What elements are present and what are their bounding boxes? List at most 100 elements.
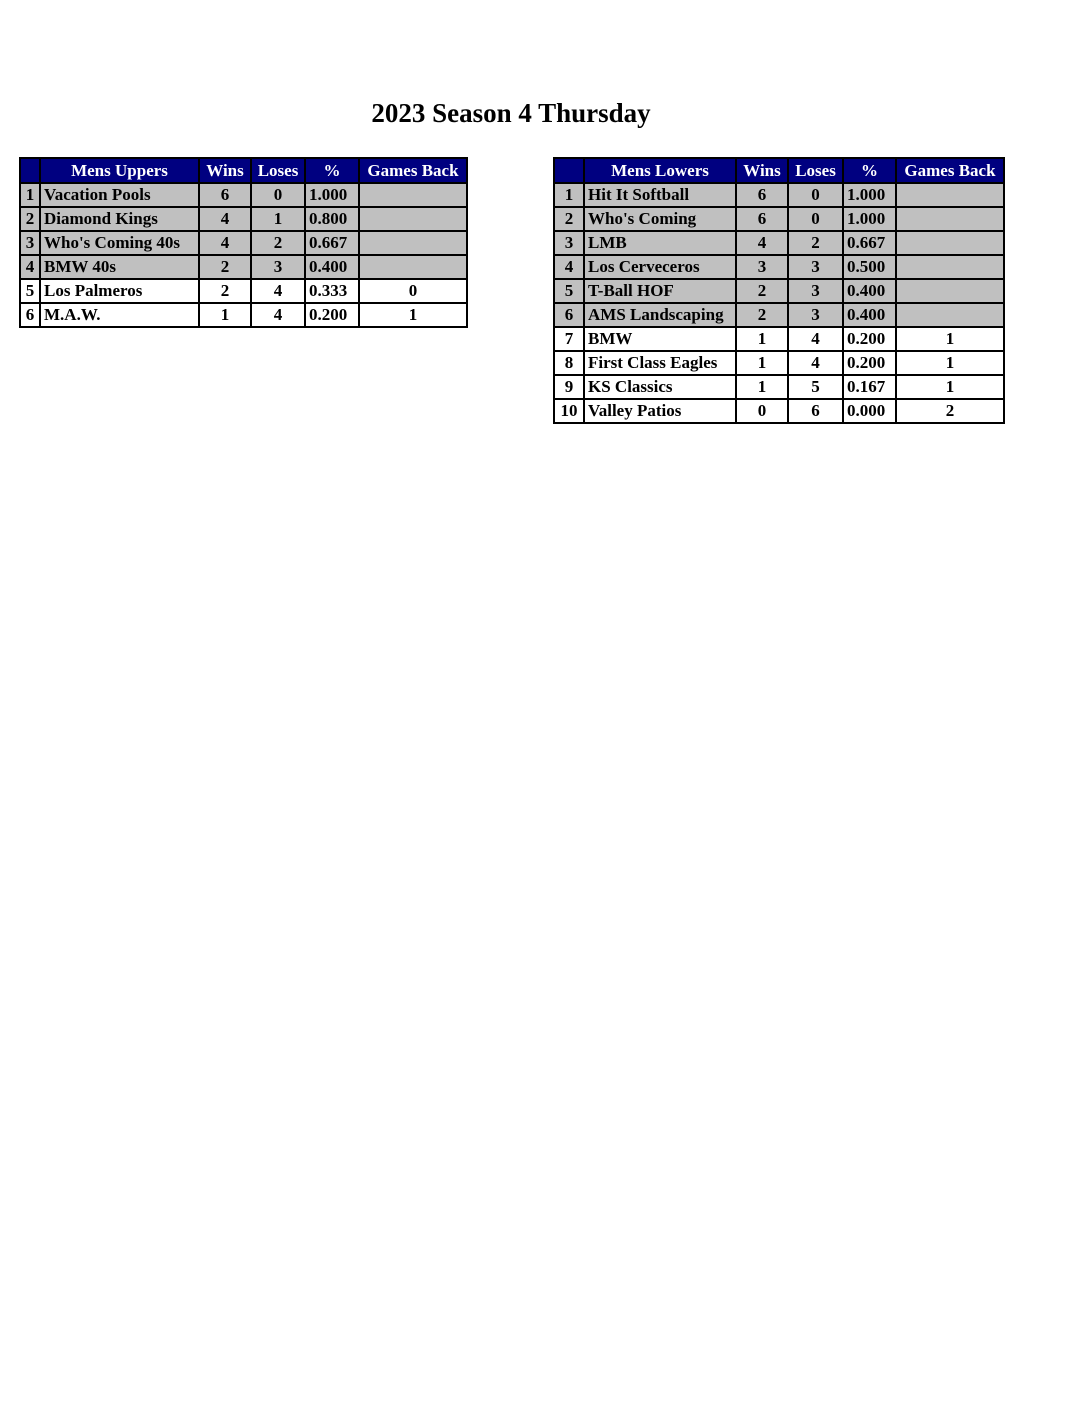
games-back-cell: 0: [358, 278, 468, 304]
wins-cell: 4: [198, 230, 252, 256]
standings-row: 3 Who's Coming 40s 4 2 0.667: [19, 230, 468, 256]
games-back-cell: [895, 230, 1005, 256]
wins-cell: 6: [735, 206, 789, 232]
wins-cell: 6: [198, 182, 252, 208]
team-name-cell: Valley Patios: [583, 398, 737, 424]
rank-cell: 6: [19, 302, 41, 328]
column-header: [553, 157, 585, 184]
column-header: Wins: [735, 157, 789, 184]
loses-cell: 5: [787, 374, 844, 400]
standings-row: 9 KS Classics 1 5 0.167 1: [553, 374, 1005, 400]
team-name-cell: T-Ball HOF: [583, 278, 737, 304]
team-name-cell: Diamond Kings: [39, 206, 200, 232]
loses-cell: 4: [250, 302, 306, 328]
standings-row: 6 AMS Landscaping 2 3 0.400: [553, 302, 1005, 328]
column-header: Loses: [787, 157, 844, 184]
games-back-cell: [358, 230, 468, 256]
games-back-cell: [895, 254, 1005, 280]
loses-cell: 0: [787, 206, 844, 232]
standings-row: 6 M.A.W. 1 4 0.200 1: [19, 302, 468, 328]
wins-cell: 1: [198, 302, 252, 328]
column-header: Games Back: [895, 157, 1005, 184]
team-name-cell: BMW 40s: [39, 254, 200, 280]
column-header: Loses: [250, 157, 306, 184]
games-back-cell: 1: [895, 326, 1005, 352]
games-back-cell: [358, 206, 468, 232]
rank-cell: 4: [553, 254, 585, 280]
column-header: Games Back: [358, 157, 468, 184]
loses-cell: 3: [250, 254, 306, 280]
column-header: Wins: [198, 157, 252, 184]
pct-cell: 1.000: [842, 182, 897, 208]
team-name-cell: Who's Coming 40s: [39, 230, 200, 256]
team-name-cell: BMW: [583, 326, 737, 352]
rank-cell: 10: [553, 398, 585, 424]
column-header: Mens Lowers: [583, 157, 737, 184]
games-back-cell: 1: [895, 374, 1005, 400]
wins-cell: 0: [735, 398, 789, 424]
column-header: %: [304, 157, 360, 184]
standings-row: 1 Hit It Softball 6 0 1.000: [553, 182, 1005, 208]
pct-cell: 0.800: [304, 206, 360, 232]
standings-row: 10 Valley Patios 0 6 0.000 2: [553, 398, 1005, 424]
header-row: Mens Uppers Wins Loses% Games Back: [19, 157, 468, 184]
rank-cell: 3: [19, 230, 41, 256]
pct-cell: 0.667: [304, 230, 360, 256]
pct-cell: 0.200: [842, 326, 897, 352]
pct-cell: 0.400: [842, 302, 897, 328]
games-back-cell: 2: [895, 398, 1005, 424]
pct-cell: 0.500: [842, 254, 897, 280]
rank-cell: 4: [19, 254, 41, 280]
rank-cell: 5: [19, 278, 41, 304]
rank-cell: 6: [553, 302, 585, 328]
loses-cell: 2: [787, 230, 844, 256]
pct-cell: 1.000: [304, 182, 360, 208]
wins-cell: 2: [735, 302, 789, 328]
pct-cell: 0.400: [304, 254, 360, 280]
loses-cell: 3: [787, 254, 844, 280]
games-back-cell: [895, 302, 1005, 328]
games-back-cell: 1: [358, 302, 468, 328]
rank-cell: 2: [19, 206, 41, 232]
pct-cell: 0.333: [304, 278, 360, 304]
team-name-cell: Hit It Softball: [583, 182, 737, 208]
loses-cell: 1: [250, 206, 306, 232]
pct-cell: 0.400: [842, 278, 897, 304]
loses-cell: 4: [250, 278, 306, 304]
header-row: Mens Lowers Wins Loses% Games Back: [553, 157, 1005, 184]
games-back-cell: [895, 182, 1005, 208]
loses-cell: 4: [787, 350, 844, 376]
standings-row: 4 BMW 40s 2 3 0.400: [19, 254, 468, 280]
standings-row: 2 Who's Coming 6 0 1.000: [553, 206, 1005, 232]
pct-cell: 1.000: [842, 206, 897, 232]
games-back-cell: [358, 254, 468, 280]
column-header: %: [842, 157, 897, 184]
loses-cell: 0: [787, 182, 844, 208]
team-name-cell: Who's Coming: [583, 206, 737, 232]
team-name-cell: LMB: [583, 230, 737, 256]
rank-cell: 5: [553, 278, 585, 304]
rank-cell: 9: [553, 374, 585, 400]
standings-row: 3 LMB 4 2 0.667: [553, 230, 1005, 256]
rank-cell: 3: [553, 230, 585, 256]
team-name-cell: Los Palmeros: [39, 278, 200, 304]
wins-cell: 1: [735, 350, 789, 376]
wins-cell: 4: [735, 230, 789, 256]
games-back-cell: 1: [895, 350, 1005, 376]
standings-row: 8 First Class Eagles 1 4 0.200 1: [553, 350, 1005, 376]
mens-lowers-standings-table: Mens Lowers Wins Loses% Games Back 1 Hit It …: [553, 157, 1005, 424]
loses-cell: 2: [250, 230, 306, 256]
team-name-cell: KS Classics: [583, 374, 737, 400]
standings-row: 5 Los Palmeros 2 4 0.333 0: [19, 278, 468, 304]
mens-uppers-standings-table: Mens Uppers Wins Loses% Games Back 1 Vacatio…: [19, 157, 468, 328]
column-header: [19, 157, 41, 184]
wins-cell: 6: [735, 182, 789, 208]
pct-cell: 0.167: [842, 374, 897, 400]
loses-cell: 3: [787, 302, 844, 328]
page-title: 2023 Season 4 Thursday: [371, 98, 651, 128]
wins-cell: 1: [735, 326, 789, 352]
column-header: Mens Uppers: [39, 157, 200, 184]
loses-cell: 3: [787, 278, 844, 304]
rank-cell: 1: [19, 182, 41, 208]
team-name-cell: M.A.W.: [39, 302, 200, 328]
